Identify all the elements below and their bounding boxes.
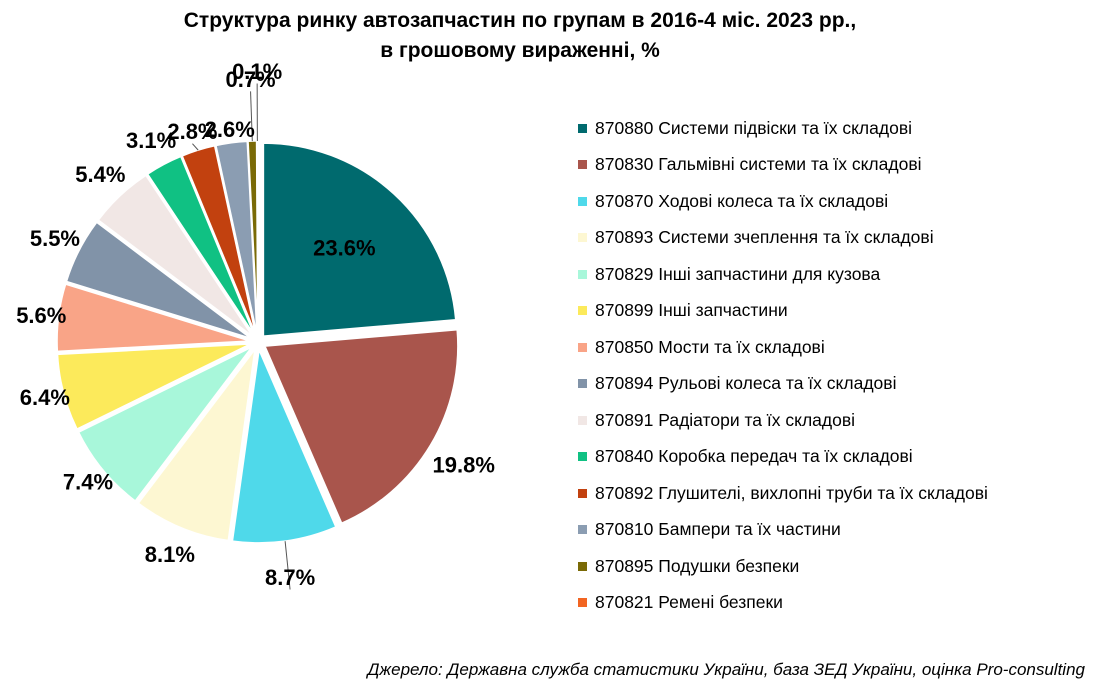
legend-swatch xyxy=(578,452,587,462)
legend-label: 870850 Мости та їх складові xyxy=(595,336,825,357)
legend-label: 870829 Інші запчастини для кузова xyxy=(595,263,881,284)
pie-slice xyxy=(56,283,251,353)
data-label: 5.6% xyxy=(16,303,66,328)
legend-swatch xyxy=(578,196,587,206)
pie-slice xyxy=(56,343,251,431)
pie-slice xyxy=(65,221,252,340)
pie-slice xyxy=(231,347,337,544)
data-label: 7.4% xyxy=(63,470,113,495)
legend-swatch xyxy=(578,561,587,571)
chart-title-line-1: Структура ринку автозапчастин по групам … xyxy=(183,9,857,32)
legend-label: 870891 Радіатори та їх складові xyxy=(595,409,856,430)
pie-slices xyxy=(56,140,459,544)
legend-item: 870891 Радіатори та їх складові xyxy=(578,402,988,439)
leader-line xyxy=(192,143,199,151)
legend-item: 870821 Ремені безпеки xyxy=(578,585,988,622)
legend-label: 870830 Гальмівні системи та їх складові xyxy=(595,154,922,175)
legend-item: 870830 Гальмівні системи та їх складові xyxy=(578,147,988,184)
data-label: 8.1% xyxy=(145,542,195,567)
leader-lines xyxy=(192,83,291,590)
data-labels: 23.6% 19.8% 8.7% 8.1% 7.4% 6.4% 5.6% 5.5% 5.4%3.… xyxy=(16,59,495,590)
pie-slice xyxy=(263,328,459,525)
legend-item: 870894 Рульові колеса та їх складові xyxy=(578,366,988,403)
legend-swatch xyxy=(578,379,587,389)
chart-title-line-2: в грошовому вираженні, % xyxy=(380,39,660,62)
legend-item: 870899 Інші запчастини xyxy=(578,293,988,330)
legend-label: 870870 Ходові колеса та їх складові xyxy=(595,190,889,211)
legend-swatch xyxy=(578,233,587,243)
legend-swatch xyxy=(578,160,587,170)
legend-item: 870893 Системи зчеплення та їх складові xyxy=(578,220,988,257)
legend-label: 870892 Глушителі, вихлопні труби та їх с… xyxy=(595,482,988,503)
data-label: 2.8% xyxy=(167,119,217,144)
data-label: 8.7% xyxy=(265,565,315,590)
legend-item: 870870 Ходові колеса та їх складові xyxy=(578,183,988,220)
pie-slice xyxy=(256,140,259,335)
legend-item: 870895 Подушки безпеки xyxy=(578,548,988,585)
pie-slice xyxy=(146,155,255,336)
data-label: 2.6% xyxy=(205,117,255,142)
pie-slice xyxy=(97,174,254,337)
source-note: Джерело: Державна служба статистики Укра… xyxy=(367,660,1085,679)
data-label: 0.7% xyxy=(225,67,275,92)
legend-swatch xyxy=(578,306,587,316)
legend-item: 870829 Інші запчастини для кузова xyxy=(578,256,988,293)
pie-slice xyxy=(262,142,457,337)
data-label: 6.4% xyxy=(20,385,70,410)
legend-item: 870850 Мости та їх складові xyxy=(578,329,988,366)
data-label: 3.1% xyxy=(126,128,176,153)
legend-label: 870840 Коробка передач та їх складові xyxy=(595,446,913,467)
legend-label: 870880 Системи підвіски та їх складові xyxy=(595,117,913,138)
legend-item: 870840 Коробка передач та їх складові xyxy=(578,439,988,476)
leader-line xyxy=(284,541,291,590)
chart-title: Структура ринку автозапчастин по групам … xyxy=(0,6,1040,66)
legend-label: 870895 Подушки безпеки xyxy=(595,555,800,576)
legend-swatch xyxy=(578,415,587,425)
data-label: 23.6% xyxy=(313,235,375,260)
pie-slice xyxy=(215,140,258,335)
legend-label: 870894 Рульові колеса та їх складові xyxy=(595,373,897,394)
data-label: 0.1% xyxy=(232,59,282,84)
legend-swatch xyxy=(578,525,587,535)
pie-slice xyxy=(137,346,257,542)
legend-swatch xyxy=(578,598,587,608)
data-label: 5.4% xyxy=(75,162,125,187)
chart-legend: 870880 Системи підвіски та їх складові 87… xyxy=(578,110,988,621)
legend-item: 870892 Глушителі, вихлопні труби та їх с… xyxy=(578,475,988,512)
legend-swatch xyxy=(578,123,587,133)
legend-swatch xyxy=(578,488,587,498)
legend-label: 870899 Інші запчастини xyxy=(595,300,788,321)
data-label: 19.8% xyxy=(433,452,495,477)
pie-slice xyxy=(77,346,253,502)
legend-swatch xyxy=(578,269,587,279)
legend-swatch xyxy=(578,342,587,352)
legend-label: 870821 Ремені безпеки xyxy=(595,592,783,613)
legend-item: 870810 Бампери та їх частини xyxy=(578,512,988,549)
legend-item: 870880 Системи підвіски та їх складові xyxy=(578,110,988,147)
legend-label: 870810 Бампери та їх частини xyxy=(595,519,841,540)
data-label: 5.5% xyxy=(30,226,80,251)
leader-line xyxy=(250,91,253,142)
legend-label: 870893 Системи зчеплення та їх складові xyxy=(595,227,934,248)
